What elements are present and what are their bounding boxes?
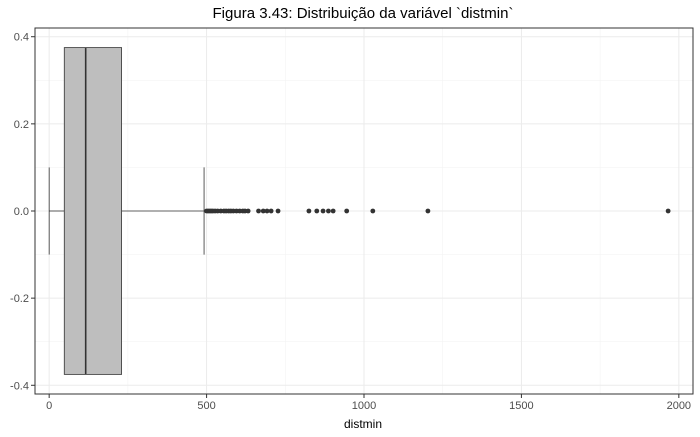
outlier-point xyxy=(268,208,274,214)
y-tick-label: 0.0 xyxy=(14,206,29,218)
axes: 0 500 1000 1500 2000 -0.4 -0.2 0.0 0.2 0.4 xyxy=(10,27,694,412)
outlier-point xyxy=(256,208,261,214)
x-tick-label: 0 xyxy=(46,400,52,412)
y-tick-label: -0.2 xyxy=(10,293,29,305)
x-tick-label: 1500 xyxy=(509,400,533,412)
outlier-point xyxy=(330,208,336,214)
x-tick-label: 1000 xyxy=(352,400,376,412)
outlier-point xyxy=(264,208,270,214)
y-tick-label: 0.2 xyxy=(14,119,29,131)
outlier-point xyxy=(306,208,312,214)
outlier-point xyxy=(320,208,326,214)
x-tick-label: 2000 xyxy=(667,400,691,412)
y-tick-label: 0.4 xyxy=(14,32,29,44)
outlier-point xyxy=(326,208,331,214)
x-tick-label: 500 xyxy=(197,400,215,412)
outlier-point xyxy=(275,208,281,214)
x-axis-title: distmin xyxy=(344,417,382,431)
outlier-point xyxy=(344,208,350,214)
outlier-point xyxy=(665,208,671,214)
outlier-point xyxy=(314,208,320,214)
outlier-point xyxy=(370,208,376,214)
outlier-point xyxy=(260,208,266,214)
grid-lines xyxy=(35,28,693,394)
outlier-point xyxy=(425,208,431,214)
y-tick-label: -0.4 xyxy=(10,380,29,392)
plot-area xyxy=(48,47,671,375)
iqr-box xyxy=(63,47,122,375)
outlier-point xyxy=(245,208,251,214)
chart-title: Figura 3.43: Distribuição da variável `d… xyxy=(213,5,514,22)
